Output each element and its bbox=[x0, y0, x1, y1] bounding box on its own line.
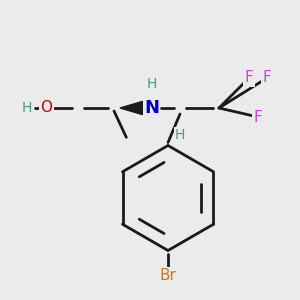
Polygon shape bbox=[120, 101, 142, 115]
Text: O: O bbox=[40, 100, 52, 116]
Text: F: F bbox=[244, 70, 253, 86]
Text: H: H bbox=[22, 101, 32, 115]
Text: Br: Br bbox=[160, 268, 176, 284]
Text: H: H bbox=[175, 128, 185, 142]
Text: F: F bbox=[262, 70, 272, 86]
Text: F: F bbox=[254, 110, 262, 124]
Text: H: H bbox=[146, 77, 157, 91]
Text: N: N bbox=[144, 99, 159, 117]
